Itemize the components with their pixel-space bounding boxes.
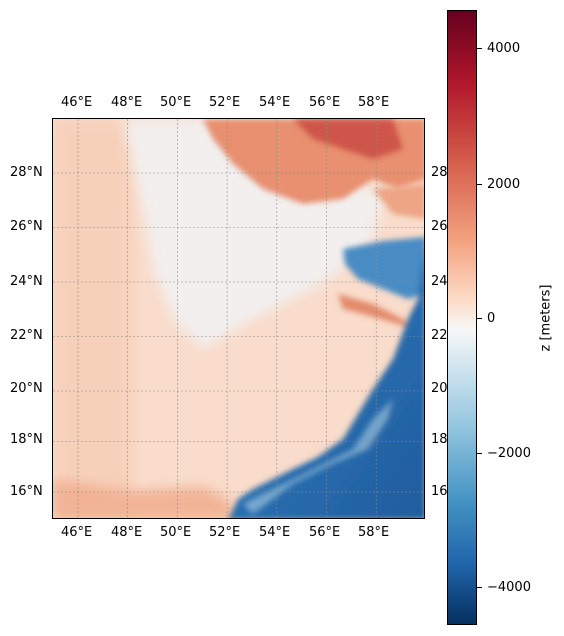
colorbar-tick-label: 0: [487, 311, 496, 326]
top-lon-label: 54°E: [259, 95, 291, 110]
colorbar-title: z [meters]: [538, 284, 554, 352]
continental-shelf: [243, 399, 393, 514]
colorbar-tick-mark: [477, 587, 482, 588]
top-lon-label: 56°E: [309, 95, 341, 110]
bottom-lon-label: 46°E: [61, 525, 93, 540]
right-lat-label: 20: [431, 381, 448, 396]
top-lon-label: 50°E: [160, 95, 192, 110]
bottom-lon-label: 52°E: [209, 525, 241, 540]
bottom-lon-label: 48°E: [111, 525, 143, 540]
colorbar-tick-mark: [477, 184, 482, 185]
colorbar-tick-mark: [477, 48, 482, 49]
left-lat-label: 28°N: [10, 165, 43, 180]
colorbar-gradient: [447, 10, 477, 625]
gulf-of-oman: [343, 237, 424, 299]
gridlines: [53, 119, 424, 518]
right-lat-label: 16: [431, 484, 448, 499]
hajar-mountains: [338, 294, 413, 329]
southern-highlands: [53, 479, 238, 518]
colorbar-tick-label: 4000: [487, 41, 521, 56]
left-lat-label: 18°N: [10, 432, 43, 447]
bottom-lon-label: 56°E: [309, 525, 341, 540]
top-lon-label: 46°E: [61, 95, 93, 110]
colorbar-tick-label: 2000: [487, 177, 521, 192]
western-highlands: [53, 119, 133, 518]
right-lat-label: 22: [431, 328, 448, 343]
left-lat-label: 22°N: [10, 328, 43, 343]
colorbar-tick-label: −4000: [487, 580, 531, 595]
left-lat-label: 20°N: [10, 381, 43, 396]
left-lat-label: 26°N: [10, 219, 43, 234]
bottom-lon-label: 58°E: [358, 525, 390, 540]
left-lat-label: 16°N: [10, 484, 43, 499]
right-lat-label: 18: [431, 432, 448, 447]
map-frame: [52, 118, 425, 519]
right-lat-label: 24: [431, 274, 448, 289]
zagros-peaks: [293, 119, 403, 159]
makran-coast: [373, 184, 424, 219]
arabian-sea: [228, 252, 424, 518]
right-lat-label: 26: [431, 219, 448, 234]
top-lon-label: 58°E: [358, 95, 390, 110]
topography-raster: [53, 119, 424, 518]
top-lon-label: 48°E: [111, 95, 143, 110]
colorbar-tick-mark: [477, 318, 482, 319]
right-lat-label: 28: [431, 165, 448, 180]
bottom-lon-label: 54°E: [259, 525, 291, 540]
colorbar-tick-mark: [477, 453, 482, 454]
top-lon-label: 52°E: [209, 95, 241, 110]
left-lat-label: 24°N: [10, 274, 43, 289]
colorbar-tick-label: −2000: [487, 446, 531, 461]
bottom-lon-label: 50°E: [160, 525, 192, 540]
